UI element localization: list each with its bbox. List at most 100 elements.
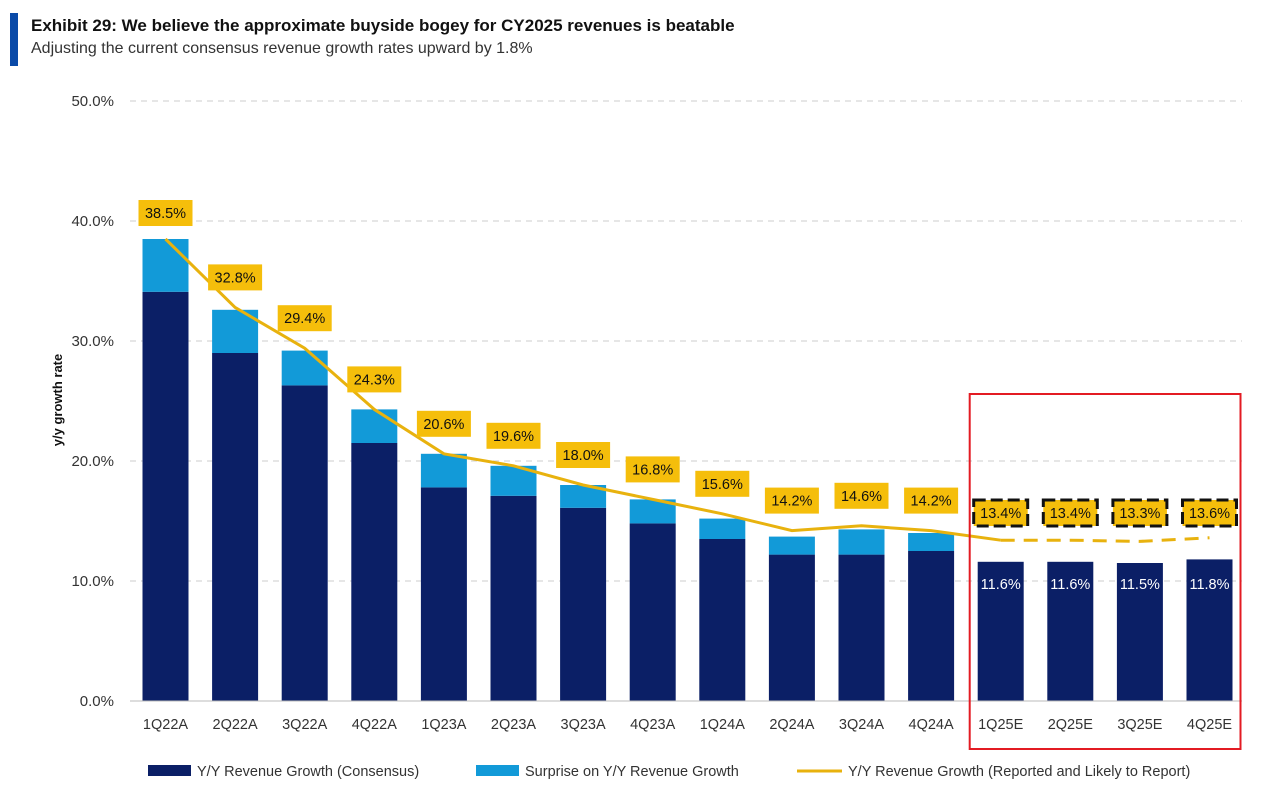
line-label-box (347, 366, 402, 393)
bar-consensus (1186, 559, 1233, 701)
bar-consensus (1047, 561, 1094, 701)
line-data-label: 24.3% (354, 372, 395, 388)
reported-growth-line (164, 237, 1001, 542)
line-data-label: 13.4% (980, 506, 1021, 522)
x-tick-label: 4Q22A (352, 717, 397, 733)
line-data-label: 13.3% (1119, 506, 1160, 522)
bar-consensus (629, 523, 676, 701)
bar-consensus (142, 291, 189, 701)
y-tick-label: 10.0% (71, 573, 114, 590)
line-label-box (1041, 498, 1099, 528)
bar-consensus (490, 495, 537, 701)
bar-consensus (351, 443, 398, 701)
y-axis-label: y/y growth rate (50, 354, 65, 446)
line-data-label: 38.5% (145, 206, 186, 222)
x-tick-label: 1Q24A (700, 717, 745, 733)
line-label-box (904, 487, 959, 514)
x-tick-label: 2Q25E (1048, 717, 1093, 733)
line-data-label: 14.6% (841, 489, 882, 505)
bar-surprise (908, 533, 955, 551)
line-data-label: 29.4% (284, 311, 325, 327)
bar-consensus (281, 385, 328, 701)
line-label-box (834, 482, 889, 509)
bar-surprise (838, 529, 885, 555)
line-data-label: 32.8% (215, 270, 256, 286)
y-tick-label: 50.0% (71, 93, 114, 110)
y-tick-label: 30.0% (71, 333, 114, 350)
bar-surprise (768, 536, 815, 555)
bar-consensus (699, 539, 746, 701)
legend-label-reported: Y/Y Revenue Growth (Reported and Likely … (848, 764, 1190, 780)
line-data-label: 19.6% (493, 429, 534, 445)
x-tick-label: 4Q25E (1187, 717, 1232, 733)
bars (130, 239, 1242, 702)
line-label-box (277, 305, 332, 332)
x-axis-ticks: 1Q22A 2Q22A 3Q22A 4Q22A 1Q23A 2Q23A 3Q23A 4Q23A… (143, 717, 1232, 733)
y-tick-label: 0.0% (80, 693, 114, 710)
line-label-box (1181, 498, 1238, 528)
bar-consensus (768, 554, 815, 701)
line-label-box (556, 442, 611, 468)
chart-subtitle: Adjusting the current consensus revenue … (31, 40, 533, 57)
bar-consensus (1116, 563, 1163, 701)
line-label-box (486, 422, 541, 449)
data-labels: 38.5% 32.8% 29.4% 24.3% 20.6% 19.6% 18.0% 16.8%… (138, 200, 1238, 593)
x-tick-label: 2Q24A (769, 717, 814, 733)
bar-surprise (351, 409, 398, 443)
bar-consensus (908, 551, 955, 701)
consensus-data-label: 11.8% (1189, 577, 1229, 593)
legend-label-consensus: Y/Y Revenue Growth (Consensus) (197, 764, 419, 780)
x-tick-label: 2Q22A (213, 717, 258, 733)
line-data-label: 15.6% (702, 477, 743, 493)
line-data-label: 14.2% (771, 494, 812, 510)
line-label-box (625, 456, 680, 483)
line-label-box (208, 264, 263, 291)
chart-title: Exhibit 29: We believe the approximate b… (31, 16, 735, 35)
x-tick-label: 4Q24A (909, 717, 954, 733)
x-tick-label: 4Q23A (630, 717, 675, 733)
legend-swatch-consensus (148, 765, 191, 776)
x-tick-label: 3Q22A (282, 717, 327, 733)
consensus-data-label: 11.5% (1120, 577, 1160, 593)
bar-consensus (560, 507, 607, 701)
x-tick-label: 2Q23A (491, 717, 536, 733)
expected-growth-line (1000, 536, 1210, 543)
consensus-data-label: 11.6% (981, 577, 1021, 593)
bar-consensus (420, 487, 467, 701)
x-tick-label: 3Q23A (561, 717, 606, 733)
x-tick-label: 1Q25E (978, 717, 1023, 733)
line-data-label: 13.6% (1189, 506, 1230, 522)
title-accent-bar (10, 13, 18, 66)
line-data-label: 20.6% (423, 417, 464, 433)
line-label-box (1111, 498, 1169, 528)
line-data-label: 18.0% (563, 448, 604, 464)
consensus-data-label: 11.6% (1050, 577, 1090, 593)
y-tick-label: 40.0% (71, 213, 114, 230)
line-data-label: 13.4% (1050, 506, 1091, 522)
bar-consensus (977, 561, 1024, 701)
bar-surprise (142, 239, 189, 292)
y-axis-ticks: 0.0% 10.0% 20.0% 30.0% 40.0% 50.0% (71, 93, 114, 710)
line-label-box (138, 200, 193, 226)
line-label-box (764, 487, 819, 514)
line-data-label: 16.8% (632, 462, 673, 478)
forecast-highlight-box (968, 393, 1242, 750)
legend-swatch-surprise (476, 765, 519, 776)
legend: Y/Y Revenue Growth (Consensus) Surprise … (148, 764, 1190, 780)
x-tick-label: 1Q22A (143, 717, 188, 733)
bar-surprise (699, 518, 746, 539)
x-tick-label: 1Q23A (421, 717, 466, 733)
bar-consensus (212, 353, 259, 701)
x-tick-label: 3Q25E (1117, 717, 1162, 733)
bar-surprise (560, 485, 607, 508)
x-tick-label: 3Q24A (839, 717, 884, 733)
line-label-box (972, 498, 1030, 528)
bar-surprise (281, 350, 328, 386)
line-label-box (695, 470, 750, 497)
line-data-label: 14.2% (911, 494, 952, 510)
legend-label-surprise: Surprise on Y/Y Revenue Growth (525, 764, 739, 780)
growth-line (164, 237, 1210, 543)
y-tick-label: 20.0% (71, 453, 114, 470)
line-label-box (416, 410, 471, 437)
